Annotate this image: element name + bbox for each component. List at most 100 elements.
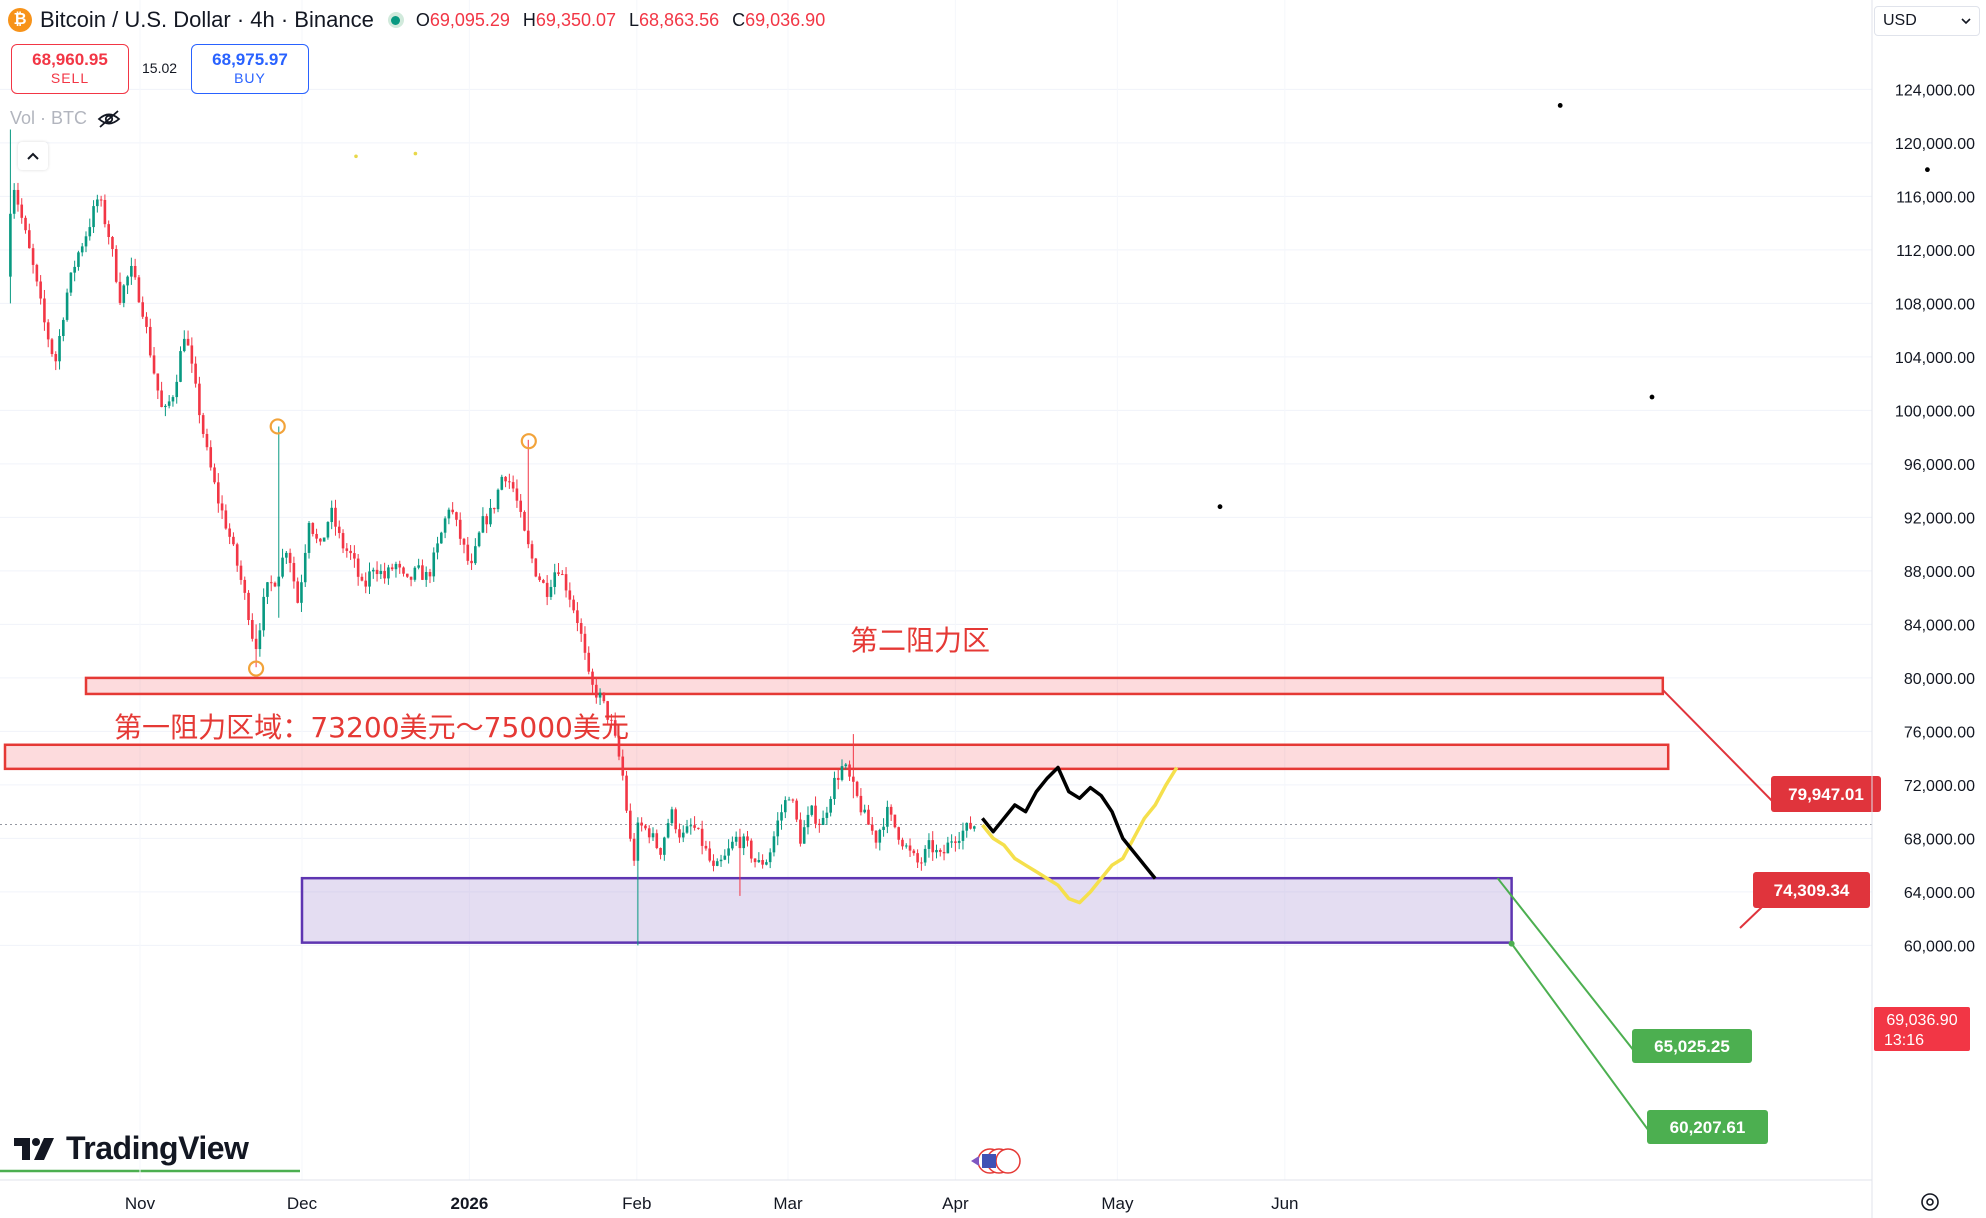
sell-button[interactable]: 68,960.95 SELL: [11, 44, 129, 94]
time-axis: Nov Dec 2026 Feb Mar Apr May Jun: [0, 1179, 1872, 1213]
symbol-title[interactable]: Bitcoin / U.S. Dollar · 4h · Binance: [40, 7, 374, 32]
support-bottom-tag-leader: [1510, 943, 1658, 1143]
projection-black-line: [981, 765, 1157, 880]
candle-body: [137, 277, 141, 303]
tradingview-logo[interactable]: TradingView: [14, 1130, 249, 1167]
candle-body: [836, 777, 840, 780]
chevron-down-icon: [1961, 18, 1971, 25]
swing-marker: [248, 660, 265, 677]
candle-body: [553, 572, 557, 587]
candle-body: [655, 833, 659, 849]
candle-body: [583, 633, 587, 653]
candle-body: [62, 319, 65, 336]
price-tick-label: 76,000.00: [1904, 724, 1975, 741]
candle-body: [806, 814, 810, 828]
candle-body: [466, 544, 470, 561]
grid-lines: [0, 88, 1872, 1173]
candle-body: [833, 777, 836, 799]
candle-body: [43, 298, 46, 323]
candle-body: [368, 571, 371, 587]
candle-body: [394, 563, 398, 570]
candle-body: [375, 569, 379, 575]
candle-body: [398, 563, 402, 568]
current-price-label: 69,036.90: [1886, 1012, 1957, 1029]
candle-body: [923, 848, 927, 863]
candle-body: [77, 252, 80, 267]
candle-body: [927, 840, 931, 849]
candle-body: [111, 237, 114, 250]
candle-body: [179, 351, 182, 382]
drawing-dot: [413, 151, 418, 156]
symbol-header[interactable]: ₿ Bitcoin / U.S. Dollar · 4h · Binance O…: [8, 6, 833, 34]
drawing-dot: [354, 154, 358, 159]
buy-button[interactable]: 68,975.97 BUY: [191, 44, 309, 94]
candle-body: [88, 227, 92, 237]
support-bottom-tag: 60,207.61: [1670, 1118, 1746, 1137]
candle-body: [133, 265, 137, 278]
candle-body: [678, 829, 681, 838]
candle-body: [697, 827, 700, 829]
candle-body: [243, 579, 247, 593]
currency-select[interactable]: USD: [1874, 6, 1980, 36]
candle-body: [175, 381, 179, 398]
candle-body: [341, 533, 345, 549]
candle-body: [303, 552, 307, 583]
price-axis: 124,000.00 120,000.00 116,000.00 112,000.00…: [1871, 0, 1975, 1218]
currency-value: USD: [1883, 12, 1917, 29]
candle-body: [621, 756, 625, 776]
price-tick-label: 120,000.00: [1895, 136, 1975, 153]
candle-body: [296, 581, 299, 603]
candle-body: [587, 652, 591, 672]
time-tick-label: Mar: [773, 1194, 803, 1213]
candle-body: [152, 355, 156, 374]
candle-body: [307, 522, 311, 553]
price-tick-label: 88,000.00: [1904, 564, 1975, 581]
resistance-1-tag-leader: [1739, 905, 1764, 929]
candle-body: [545, 582, 549, 597]
ohlc-values: O69,095.29 H69,350.07 L68,863.56 C69,036…: [415, 9, 826, 30]
candle-body: [802, 827, 806, 844]
volume-legend[interactable]: Vol · BTC: [10, 108, 121, 129]
candle-body: [738, 836, 742, 849]
eye-off-icon[interactable]: [97, 109, 121, 129]
candle-body: [629, 810, 632, 839]
settings-icon[interactable]: [1918, 1190, 1942, 1214]
candle-body: [24, 217, 27, 231]
swing-marker: [269, 418, 286, 435]
candle-body: [413, 567, 417, 580]
candle-body: [349, 550, 352, 554]
candle-body: [640, 822, 643, 826]
candle-body: [409, 576, 413, 580]
candle-body: [969, 822, 972, 829]
volume-label: Vol · BTC: [10, 108, 88, 128]
candle-body: [364, 580, 368, 587]
candle-body: [262, 596, 265, 631]
candle-body: [829, 798, 832, 813]
candle-body: [247, 592, 250, 621]
collapse-legend-button[interactable]: [18, 142, 48, 170]
candle-body: [595, 684, 598, 698]
time-tick-label: Jun: [1271, 1194, 1298, 1213]
candle-body: [387, 567, 390, 579]
candle-body: [235, 544, 239, 566]
candle-body: [723, 855, 727, 860]
open-value: 69,095.29: [429, 9, 510, 30]
candle-body: [897, 827, 900, 840]
candle-body: [610, 719, 613, 721]
candle-body: [935, 849, 938, 853]
candle-body: [126, 276, 129, 286]
event-pointer-icon: [971, 1156, 979, 1166]
candle-body: [768, 852, 772, 863]
candle-body: [458, 519, 462, 539]
candle-body: [186, 338, 190, 346]
candle-body: [795, 800, 798, 820]
time-tick-label: Feb: [622, 1194, 651, 1213]
candle-body: [761, 860, 764, 865]
spread-value: 15.02: [142, 60, 178, 76]
candle-body: [787, 799, 791, 801]
candle-body: [746, 836, 749, 841]
candle-body: [269, 582, 273, 584]
price-tick-label: 104,000.00: [1895, 350, 1975, 367]
candle-body: [557, 572, 560, 575]
